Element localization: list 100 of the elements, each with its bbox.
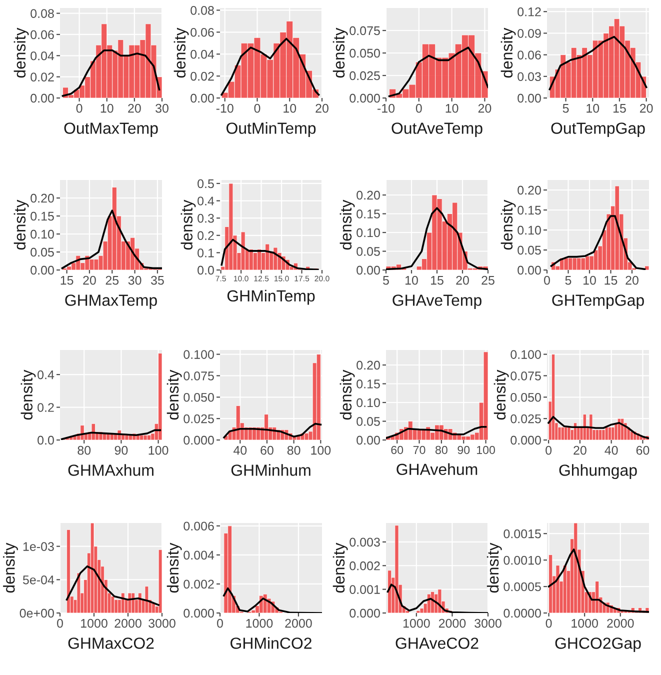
x-tick-label: 1000 — [572, 618, 598, 628]
x-tick-label: 10 — [586, 104, 600, 113]
y-tick-label: 0.050 — [184, 392, 214, 402]
y-axis-title: density — [340, 370, 355, 420]
y-tick-label: 1e-03 — [23, 542, 54, 551]
y-tick-label: 0.02 — [190, 72, 214, 81]
y-tick-label: 0.04 — [190, 50, 214, 59]
y-tick-label: 0.000 — [184, 608, 214, 618]
y-tick-label: 0.00 — [518, 94, 541, 103]
x-tick-label: 10 — [446, 104, 458, 113]
y-tick-label: 0.06 — [190, 28, 214, 37]
y-tick-label: 0.3 — [198, 214, 214, 223]
y-tick-label: 0.00 — [30, 266, 54, 275]
y-tick-label: 0.1 — [198, 248, 214, 258]
x-tick-label: 0 — [416, 104, 422, 113]
y-tick-label: 0.050 — [350, 48, 380, 58]
x-tick-label: 10 — [100, 104, 114, 113]
x-tick-label: 10 — [584, 276, 596, 285]
y-tick-label: 0.4 — [38, 370, 54, 380]
y-tick-label: 0.20 — [356, 360, 380, 370]
y-tick-label: 0.5 — [198, 179, 214, 188]
x-tick-label: 90 — [114, 446, 128, 455]
y-tick-label: 0.06 — [30, 30, 54, 40]
y-axis-title: density — [332, 28, 348, 78]
y-axis-title: density — [14, 200, 29, 250]
y-axis-title: density — [340, 200, 355, 250]
y-tick-label: 0.09 — [518, 29, 541, 38]
x-tick-label: 5 — [383, 276, 389, 285]
y-tick-label: 0.004 — [184, 550, 214, 560]
x-tick-label: 60 — [391, 446, 404, 454]
x-tick-label: 60 — [260, 446, 274, 455]
y-tick-label: 0.20 — [356, 190, 380, 200]
x-tick-label: 40 — [233, 446, 247, 455]
y-tick-label: 0.00 — [190, 94, 214, 103]
x-tick-label: 30 — [128, 276, 142, 285]
y-tick-label: 0.075 — [510, 372, 541, 380]
x-tick-label: 80 — [287, 446, 300, 455]
y-axis-title: density — [332, 542, 348, 593]
x-axis-title: OutMinTemp — [226, 122, 316, 138]
x-tick-label: 3000 — [474, 618, 502, 628]
y-tick-label: 0.02 — [30, 72, 54, 82]
x-tick-label: 0 — [546, 446, 552, 455]
y-tick-label: 0.2 — [198, 231, 214, 240]
x-tick-label: 80 — [78, 446, 91, 455]
y-tick-label: 0.05 — [356, 417, 380, 426]
y-tick-label: 0.025 — [350, 71, 380, 80]
y-tick-label: 0.0 — [38, 436, 54, 445]
y-axis-title: density — [180, 200, 196, 250]
x-axis-title: GHCO2Gap — [555, 638, 641, 652]
x-tick-label: 10 — [284, 104, 296, 113]
y-tick-label: 0.100 — [184, 350, 214, 359]
x-tick-label: 0 — [76, 104, 82, 113]
y-tick-label: 0.04 — [30, 51, 54, 60]
y-tick-label: 0.100 — [510, 350, 541, 359]
x-tick-label: 0 — [546, 618, 552, 628]
x-tick-label: 100 — [148, 446, 168, 455]
y-tick-label: 0.03 — [518, 72, 541, 82]
y-tick-label: 0.050 — [510, 392, 541, 402]
x-tick-label: 2000 — [607, 618, 634, 628]
x-tick-label: 70 — [413, 446, 426, 454]
y-axis-title: density — [14, 28, 29, 78]
x-tick-label: -10 — [216, 104, 234, 113]
y-tick-label: 0.15 — [356, 380, 380, 388]
x-axis-title: OutMaxTemp — [64, 122, 158, 138]
y-tick-label: 0.075 — [184, 372, 214, 380]
x-axis-title: GHAvehum — [396, 463, 478, 476]
y-tick-label: 0.05 — [30, 248, 54, 257]
x-tick-label: 20 — [128, 104, 141, 113]
x-tick-label: 2000 — [438, 618, 466, 628]
y-tick-label: 0.0 — [198, 266, 214, 275]
x-tick-label: 100 — [311, 446, 331, 455]
x-tick-label: 0 — [254, 104, 260, 113]
y-axis-title: density — [166, 542, 182, 593]
x-tick-label: 5 — [565, 276, 572, 285]
y-tick-label: 0.000 — [350, 608, 380, 618]
y-tick-label: 0.003 — [350, 538, 380, 547]
x-axis-title: GHMaxTemp — [65, 294, 157, 310]
y-tick-label: 0.002 — [184, 580, 214, 589]
x-tick-label: 2000 — [285, 618, 312, 628]
y-tick-label: 0.20 — [30, 194, 54, 203]
y-tick-label: 0.10 — [356, 398, 380, 408]
y-tick-label: 0.15 — [356, 210, 380, 218]
x-tick-label: 20 — [83, 276, 96, 285]
x-tick-label: 20 — [456, 276, 469, 285]
x-tick-label: 25 — [482, 276, 494, 285]
x-tick-label: 0 — [57, 618, 63, 628]
y-tick-label: 0.20 — [518, 186, 541, 195]
x-tick-label: 0 — [544, 276, 550, 285]
y-tick-label: 0.025 — [510, 414, 541, 424]
y-tick-label: 0.025 — [184, 414, 214, 424]
y-tick-label: 0.0015 — [504, 529, 541, 538]
x-axis-title: GHMinhum — [231, 464, 310, 476]
y-tick-label: 0.08 — [30, 9, 54, 18]
y-tick-label: 0.000 — [510, 436, 541, 445]
y-tick-label: 0e+00 — [20, 608, 54, 618]
y-tick-label: 0.05 — [518, 246, 541, 255]
y-tick-label: 0.000 — [350, 94, 380, 103]
x-tick-label: 15 — [613, 104, 626, 113]
x-axis-title: GHAveCO2 — [396, 638, 478, 649]
x-axis-title: OutAveTemp — [392, 122, 482, 138]
